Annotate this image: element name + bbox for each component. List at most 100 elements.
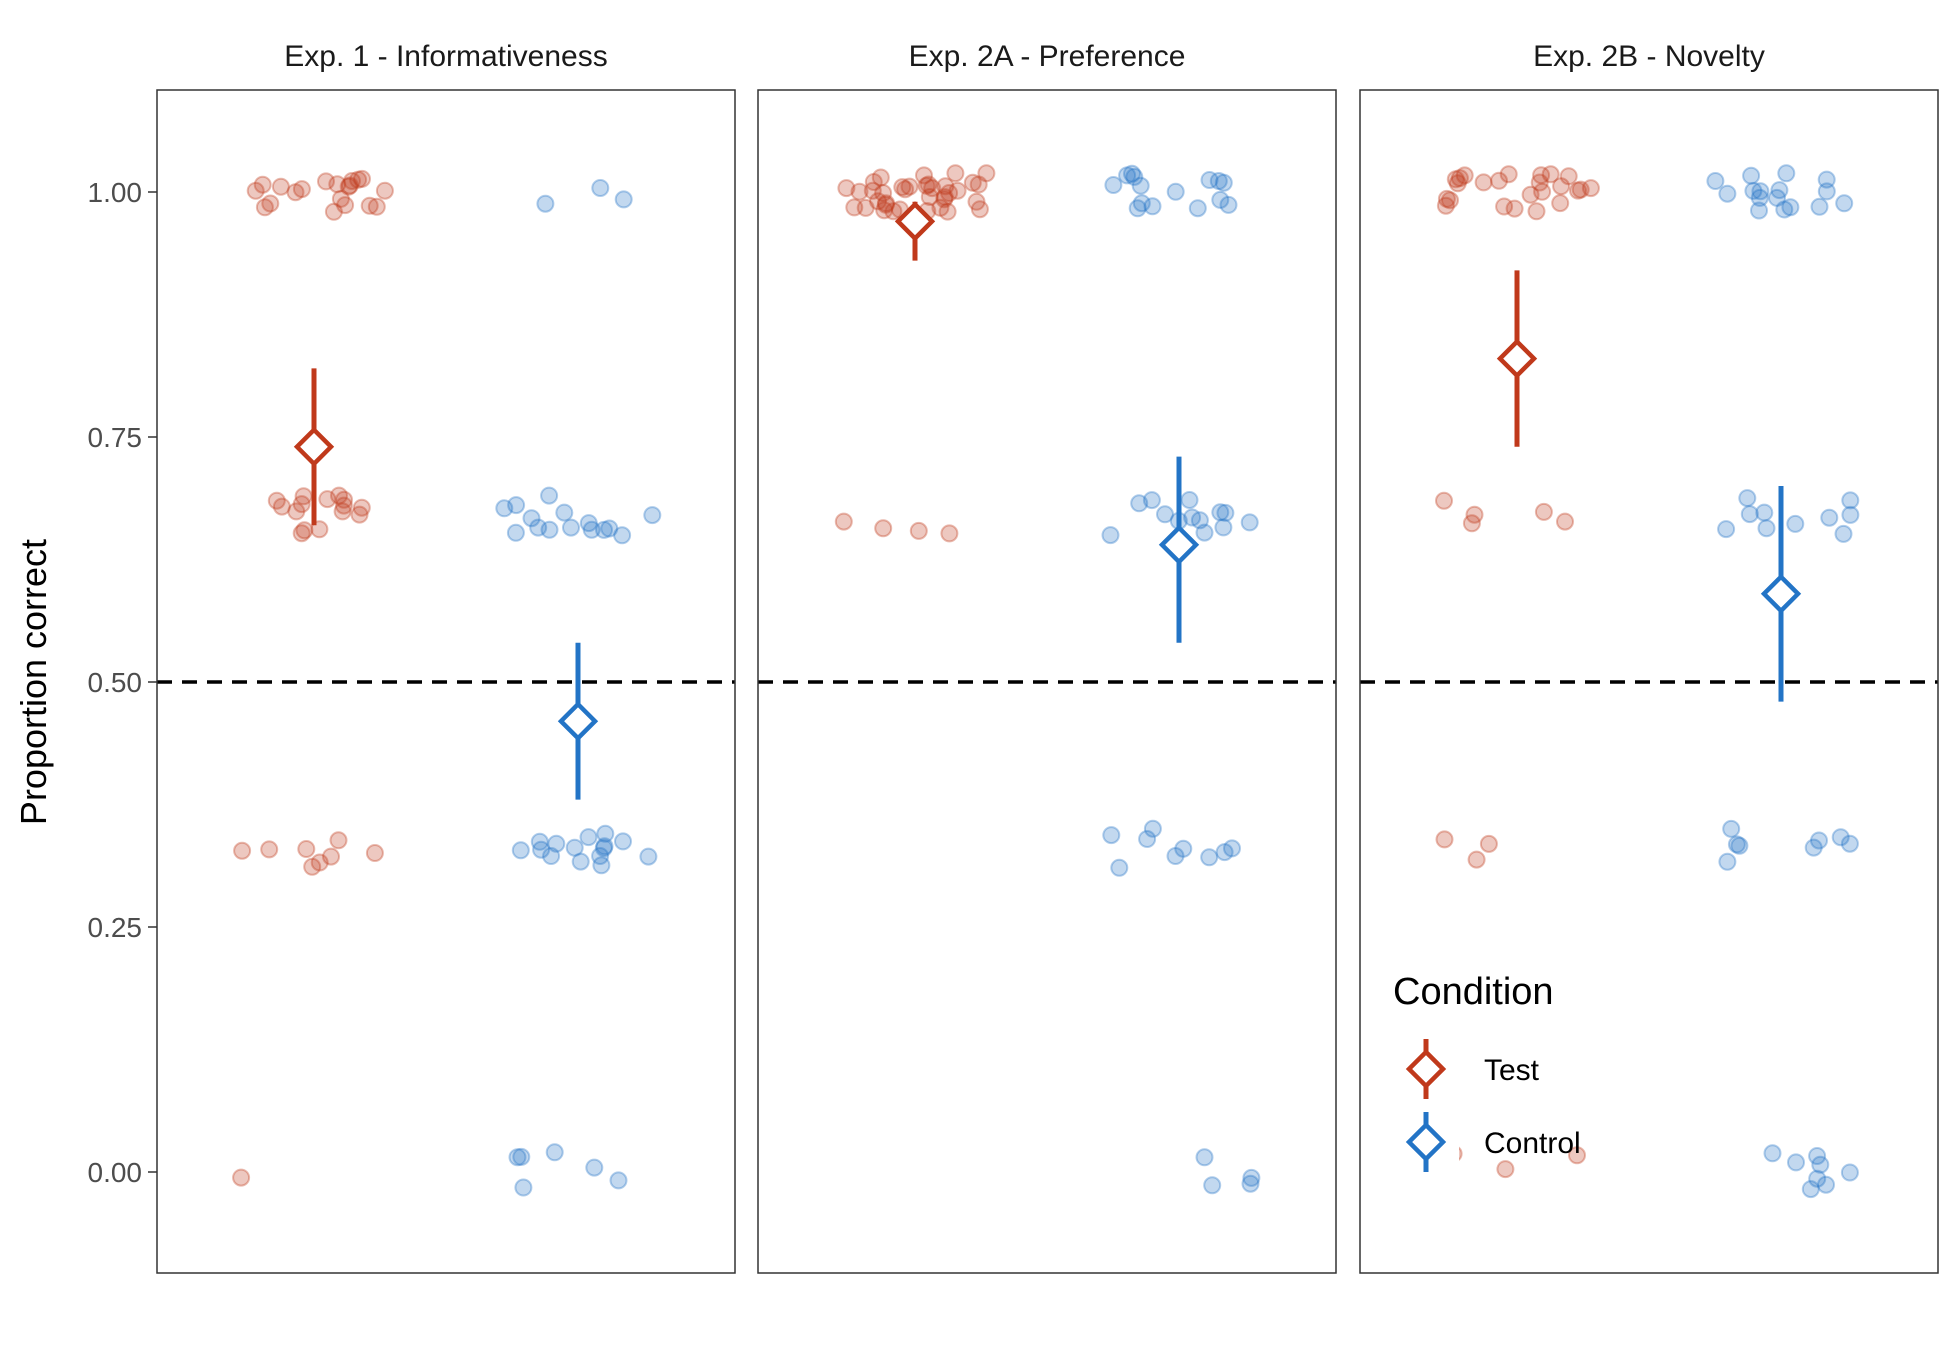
data-point: [845, 198, 864, 217]
panel-title: Exp. 2B - Novelty: [1533, 40, 1765, 73]
data-point: [1142, 491, 1161, 510]
y-tick-label: 1.00: [88, 177, 143, 208]
data-point: [875, 201, 894, 220]
data-point: [595, 837, 614, 856]
data-point: [643, 506, 662, 525]
data-point: [1110, 858, 1129, 877]
data-point: [272, 497, 291, 516]
data-point: [303, 857, 322, 876]
data-point: [1817, 170, 1836, 189]
data-point: [1495, 197, 1514, 216]
data-point: [1455, 166, 1474, 185]
data-point: [1183, 508, 1202, 527]
data-point: [565, 838, 584, 857]
data-point: [495, 499, 514, 518]
data-point: [1211, 503, 1230, 522]
legend-key-diamond: [1405, 1048, 1447, 1090]
data-point: [613, 526, 632, 545]
points-layer: [1435, 164, 1860, 1199]
data-point: [310, 853, 329, 872]
data-point: [530, 832, 549, 851]
data-point: [931, 198, 950, 217]
data-point: [946, 164, 965, 183]
data-point: [915, 166, 933, 185]
data-point: [1240, 513, 1259, 532]
data-point: [1534, 502, 1553, 521]
data-point: [335, 490, 353, 509]
legend-key-diamond: [1405, 1121, 1447, 1163]
data-point: [896, 180, 915, 199]
data-point: [1102, 826, 1121, 845]
data-point: [936, 177, 955, 196]
data-point: [292, 524, 311, 543]
data-point: [334, 496, 353, 515]
data-point: [540, 520, 559, 539]
data-point: [837, 179, 856, 198]
data-point: [1559, 167, 1578, 186]
data-point: [614, 832, 632, 851]
data-point: [340, 176, 359, 195]
data-point: [591, 847, 610, 865]
data-point: [1810, 197, 1829, 216]
data-point: [233, 841, 252, 860]
data-point: [253, 175, 272, 194]
data-point: [295, 521, 314, 540]
data-point: [1223, 839, 1241, 858]
data-point: [367, 197, 386, 216]
panel-1: Exp. 1 - Informativeness: [156, 40, 736, 1274]
data-point: [540, 486, 559, 505]
data-point: [1527, 202, 1546, 221]
data-point: [1211, 190, 1230, 209]
data-point: [1216, 503, 1235, 522]
data-point: [1499, 165, 1518, 184]
data-point: [1757, 519, 1776, 538]
data-point: [1718, 852, 1737, 871]
data-point: [938, 202, 957, 221]
data-point: [1180, 491, 1199, 509]
data-point: [1436, 196, 1455, 215]
data-point: [1811, 1155, 1830, 1174]
data-point: [591, 179, 610, 197]
data-point: [1437, 189, 1456, 208]
data-point: [609, 1171, 628, 1190]
data-point: [1166, 182, 1185, 201]
data-point: [856, 198, 875, 217]
data-point: [940, 184, 959, 202]
data-point: [324, 202, 343, 221]
data-point: [1763, 1144, 1782, 1163]
data-point: [1435, 491, 1453, 510]
data-point: [365, 844, 384, 862]
data-point: [969, 175, 988, 194]
data-point: [336, 196, 355, 215]
data-point: [585, 1158, 604, 1177]
data-point: [1203, 1176, 1222, 1195]
data-point: [1569, 181, 1587, 200]
mean-marker-control: [1760, 573, 1802, 614]
data-point: [1101, 526, 1120, 545]
y-tick-label: 0.00: [88, 1157, 143, 1188]
data-point: [1131, 176, 1150, 195]
panel-border: [1359, 89, 1939, 1274]
data-point: [1166, 847, 1185, 865]
data-point: [1730, 836, 1749, 855]
panel-border: [757, 89, 1337, 1274]
panel-title: Exp. 2A - Preference: [909, 40, 1186, 73]
y-axis-title: Proportion correct: [13, 539, 54, 825]
data-point: [1532, 166, 1551, 185]
data-point: [255, 198, 274, 217]
data-point: [1750, 188, 1769, 207]
data-point: [1717, 520, 1736, 539]
data-point: [874, 184, 893, 202]
data-point: [1104, 176, 1123, 194]
data-point: [1817, 182, 1836, 201]
data-point: [1840, 1163, 1859, 1182]
data-point: [292, 495, 311, 514]
data-point: [877, 194, 896, 213]
data-point: [507, 496, 526, 515]
data-point: [1775, 200, 1794, 219]
data-point: [1831, 828, 1850, 847]
data-point: [1706, 172, 1725, 190]
data-point: [562, 518, 580, 537]
data-point: [1808, 1169, 1827, 1188]
